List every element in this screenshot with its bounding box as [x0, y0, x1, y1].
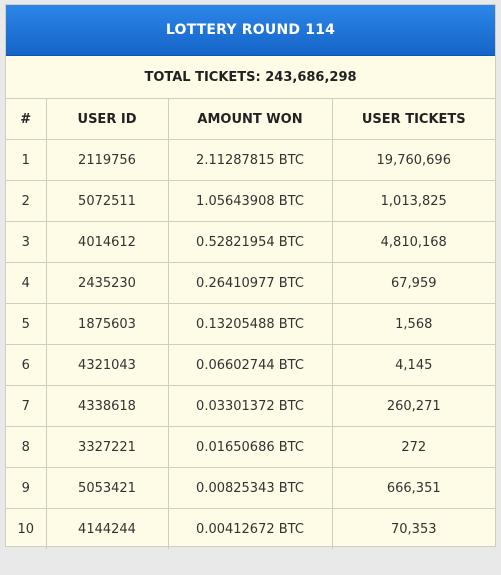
user-tickets-cell: 260,271: [331, 385, 495, 427]
amount-won-cell: 0.03301372 BTC: [167, 385, 333, 427]
user-id-cell: 3327221: [45, 426, 169, 468]
lottery-results-panel: LOTTERY ROUND 114 TOTAL TICKETS: 243,686…: [5, 4, 496, 549]
user-tickets-cell: 666,351: [331, 467, 495, 509]
rank-cell: 7: [6, 385, 47, 427]
table-header-row: # USER ID AMOUNT WON USER TICKETS: [6, 99, 495, 140]
rank-cell: 8: [6, 426, 47, 468]
column-header-user-tickets: USER TICKETS: [331, 99, 495, 140]
column-header-amount-won: AMOUNT WON: [167, 99, 333, 140]
rank-cell: 1: [6, 139, 47, 181]
user-tickets-cell: 19,760,696: [331, 139, 495, 181]
table-row: 6 4321043 0.06602744 BTC 4,145: [6, 344, 495, 386]
amount-won-cell: 0.26410977 BTC: [167, 262, 333, 304]
user-id-cell: 2119756: [45, 139, 169, 181]
lottery-round-title: LOTTERY ROUND 114: [165, 22, 336, 38]
winners-table: # USER ID AMOUNT WON USER TICKETS 1 2119…: [6, 99, 495, 549]
user-tickets-cell: 272: [331, 426, 495, 468]
amount-won-cell: 0.01650686 BTC: [167, 426, 333, 468]
rank-cell: 10: [6, 508, 47, 549]
user-tickets-cell: 1,568: [331, 303, 495, 345]
user-tickets-cell: 1,013,825: [331, 180, 495, 222]
user-id-cell: 2435230: [45, 262, 169, 304]
total-tickets-label: TOTAL TICKETS: 243,686,298: [144, 69, 357, 85]
column-header-rank: #: [6, 99, 47, 140]
amount-won-cell: 0.13205488 BTC: [167, 303, 333, 345]
rank-cell: 2: [6, 180, 47, 222]
rank-cell: 3: [6, 221, 47, 263]
user-id-cell: 4144244: [45, 508, 169, 549]
amount-won-cell: 0.52821954 BTC: [167, 221, 333, 263]
column-header-user-id: USER ID: [45, 99, 169, 140]
user-id-cell: 4014612: [45, 221, 169, 263]
table-row: 5 1875603 0.13205488 BTC 1,568: [6, 303, 495, 345]
rank-cell: 4: [6, 262, 47, 304]
user-tickets-cell: 4,810,168: [331, 221, 495, 263]
table-row: 9 5053421 0.00825343 BTC 666,351: [6, 467, 495, 509]
total-tickets-bar: TOTAL TICKETS: 243,686,298: [6, 56, 495, 99]
user-tickets-cell: 70,353: [331, 508, 495, 549]
table-row: 1 2119756 2.11287815 BTC 19,760,696: [6, 139, 495, 181]
table-row: 4 2435230 0.26410977 BTC 67,959: [6, 262, 495, 304]
rank-cell: 9: [6, 467, 47, 509]
table-row: 10 4144244 0.00412672 BTC 70,353: [6, 508, 495, 549]
user-id-cell: 1875603: [45, 303, 169, 345]
table-row: 2 5072511 1.05643908 BTC 1,013,825: [6, 180, 495, 222]
user-id-cell: 5053421: [45, 467, 169, 509]
amount-won-cell: 1.05643908 BTC: [167, 180, 333, 222]
user-id-cell: 4321043: [45, 344, 169, 386]
user-tickets-cell: 67,959: [331, 262, 495, 304]
amount-won-cell: 0.06602744 BTC: [167, 344, 333, 386]
rank-cell: 6: [6, 344, 47, 386]
table-row: 8 3327221 0.01650686 BTC 272: [6, 426, 495, 468]
user-tickets-cell: 4,145: [331, 344, 495, 386]
table-row: 7 4338618 0.03301372 BTC 260,271: [6, 385, 495, 427]
user-id-cell: 5072511: [45, 180, 169, 222]
lottery-round-header: LOTTERY ROUND 114: [6, 5, 495, 56]
amount-won-cell: 2.11287815 BTC: [167, 139, 333, 181]
amount-won-cell: 0.00412672 BTC: [167, 508, 333, 549]
amount-won-cell: 0.00825343 BTC: [167, 467, 333, 509]
table-row: 3 4014612 0.52821954 BTC 4,810,168: [6, 221, 495, 263]
rank-cell: 5: [6, 303, 47, 345]
user-id-cell: 4338618: [45, 385, 169, 427]
